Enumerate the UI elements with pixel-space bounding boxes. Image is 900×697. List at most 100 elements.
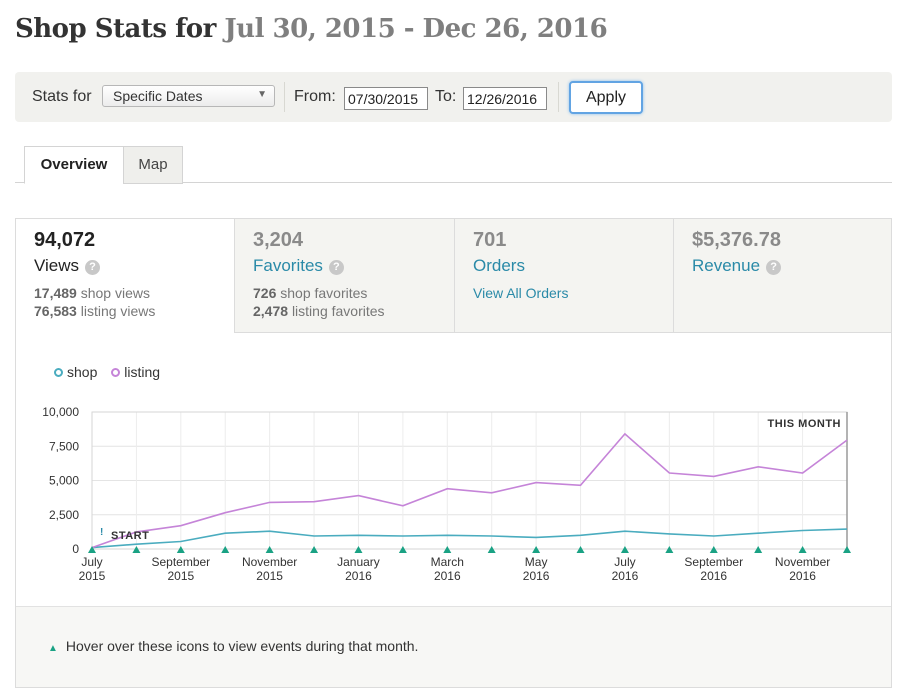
event-marker (132, 546, 141, 553)
start-marker-icon: ! (100, 527, 103, 538)
event-marker (310, 546, 319, 553)
shop-dot-icon (54, 368, 63, 377)
event-marker (398, 546, 407, 553)
x-tick-label-month: November (242, 555, 297, 569)
y-tick-label: 0 (72, 542, 79, 556)
shop-favorites-row: 726 shop favorites (253, 285, 367, 301)
chart-footer: ▲ Hover over these icons to view events d… (16, 606, 891, 687)
revenue-label[interactable]: Revenue (692, 256, 761, 275)
this-month-label: THIS MONTH (768, 418, 841, 430)
event-marker (709, 546, 718, 553)
chevron-down-icon: ▼ (257, 89, 267, 100)
x-tick-label-year: 2016 (700, 569, 727, 583)
page-title: Shop Stats for Jul 30, 2015 - Dec 26, 20… (15, 14, 608, 44)
x-tick-label-month: March (431, 555, 464, 569)
metric-views[interactable]: 94,072 Views? 17,489 shop views 76,583 l… (16, 219, 234, 333)
listing-favorites-row: 2,478 listing favorites (253, 303, 385, 319)
x-tick-label-year: 2016 (523, 569, 550, 583)
help-icon[interactable]: ? (85, 260, 101, 275)
x-tick-label-year: 2016 (612, 569, 639, 583)
listing-views-text: listing views (80, 303, 156, 319)
event-marker (443, 546, 452, 553)
y-tick-label: 7,500 (49, 439, 79, 453)
to-date-input[interactable]: 12/26/2016 (463, 87, 547, 110)
stats-panel: 94,072 Views? 17,489 shop views 76,583 l… (15, 218, 892, 688)
revenue-amount: $5,376.78 (692, 229, 781, 251)
metric-favorites[interactable]: 3,204 Favorites? 726 shop favorites 2,47… (234, 219, 454, 333)
events-hint: ▲ Hover over these icons to view events d… (48, 638, 418, 654)
listing-favorites-text: listing favorites (291, 303, 385, 319)
revenue-label-row: Revenue? (692, 256, 782, 276)
to-label: To: (435, 88, 457, 105)
legend-shop-label: shop (67, 364, 98, 380)
orders-label[interactable]: Orders (473, 256, 525, 275)
y-tick-label: 10,000 (42, 405, 79, 419)
orders-count: 701 (473, 229, 507, 251)
y-tick-label: 2,500 (49, 508, 79, 522)
listing-views-count: 76,583 (34, 303, 77, 319)
shop-favorites-text: shop favorites (280, 285, 368, 301)
legend-listing-label: listing (124, 364, 161, 380)
shop-views-row: 17,489 shop views (34, 285, 150, 301)
x-tick-label-year: 2015 (256, 569, 283, 583)
event-marker (754, 546, 763, 553)
events-hint-text: Hover over these icons to view events du… (65, 638, 419, 654)
event-marker (221, 546, 230, 553)
from-date-input[interactable]: 07/30/2015 (344, 87, 428, 110)
series-line-listing (91, 432, 848, 549)
page-title-date-range: Jul 30, 2015 - Dec 26, 2016 (224, 14, 608, 44)
x-tick-label-month: November (775, 555, 830, 569)
view-all-orders-link[interactable]: View All Orders (473, 285, 569, 301)
chart-legend: shop listing (54, 364, 170, 380)
shop-views-text: shop views (80, 285, 150, 301)
date-range-select[interactable]: Specific Dates ▼ (102, 85, 275, 107)
event-marker (265, 546, 274, 553)
favorites-count: 3,204 (253, 229, 304, 251)
favorites-label-row: Favorites? (253, 256, 344, 276)
x-tick-label-month: May (525, 555, 548, 569)
metric-revenue[interactable]: $5,376.78 Revenue? (673, 219, 891, 333)
y-tick-label: 5,000 (49, 474, 79, 488)
x-tick-label-year: 2016 (345, 569, 372, 583)
x-tick-label-month: July (81, 555, 102, 569)
x-tick-label-month: September (684, 555, 743, 569)
legend-item-shop[interactable]: shop (54, 364, 97, 380)
views-label: Views (34, 256, 80, 275)
event-marker (487, 546, 496, 553)
event-marker (354, 546, 363, 553)
favorites-label[interactable]: Favorites (253, 256, 323, 275)
listing-views-row: 76,583 listing views (34, 303, 155, 319)
divider (284, 82, 285, 112)
tab-map[interactable]: Map (123, 146, 183, 184)
event-marker (798, 546, 807, 553)
stats-for-label: Stats for (32, 88, 92, 105)
tabs-divider (15, 182, 892, 183)
event-marker (532, 546, 541, 553)
event-marker (176, 546, 185, 553)
tab-overview[interactable]: Overview (24, 146, 124, 184)
event-marker (620, 546, 629, 553)
x-tick-label-month: January (337, 555, 380, 569)
from-label: From: (294, 88, 336, 105)
page-title-lead: Shop Stats for (15, 14, 216, 44)
listing-dot-icon (111, 368, 121, 377)
views-label-row: Views? (34, 256, 101, 276)
divider (558, 82, 559, 112)
event-marker-icon: ▲ (48, 643, 58, 654)
event-marker (88, 546, 96, 553)
legend-item-listing[interactable]: listing (111, 364, 160, 380)
help-icon[interactable]: ? (328, 260, 344, 275)
stats-filter-bar: Stats for Specific Dates ▼ From: 07/30/2… (15, 72, 892, 122)
views-count: 94,072 (34, 229, 96, 251)
apply-button[interactable]: Apply (569, 81, 643, 114)
x-tick-label-month: July (614, 555, 635, 569)
metric-orders[interactable]: 701 Orders View All Orders (454, 219, 673, 333)
help-icon[interactable]: ? (766, 260, 782, 275)
x-tick-label-year: 2016 (789, 569, 816, 583)
shop-favorites-count: 726 (253, 285, 277, 301)
x-tick-label-year: 2015 (167, 569, 194, 583)
views-line-chart: 0 2,500 5,000 7,500 10,000 THIS MONTH! START Ju… (42, 405, 851, 583)
x-tick-label-year: 2015 (79, 569, 106, 583)
event-marker (665, 546, 674, 553)
x-tick-label-year: 2016 (434, 569, 461, 583)
